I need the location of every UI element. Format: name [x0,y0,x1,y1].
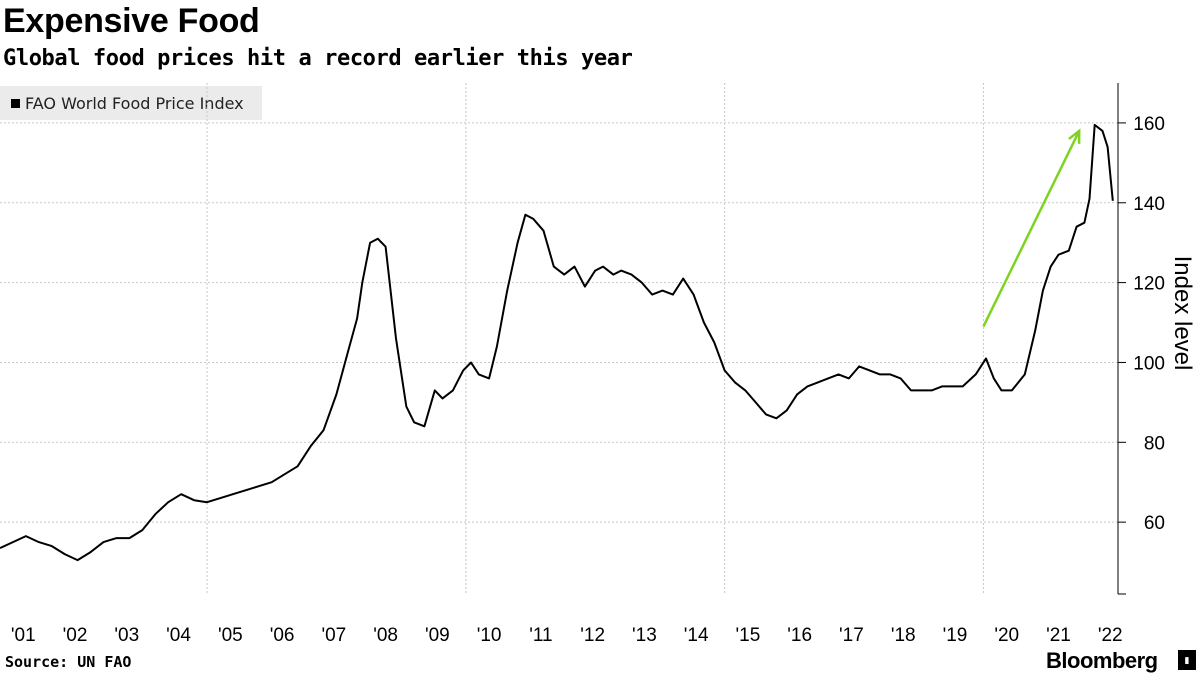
chart-subtitle: Global food prices hit a record earlier … [3,46,633,71]
x-tick-label: '12 [580,625,605,646]
legend-swatch [11,98,20,108]
x-tick-label: '22 [1098,625,1123,646]
gridlines [0,83,1118,594]
series-lines [0,123,1114,562]
x-tick-label: '09 [425,625,450,646]
source-note: Source: UN FAO [5,653,132,671]
legend-label: FAO World Food Price Index [25,93,244,113]
x-tick-label: '02 [63,625,88,646]
y-tick-label: 140 [1133,194,1165,215]
x-tick-label: '04 [166,625,191,646]
x-tick-label: '14 [684,625,709,646]
y-axis: 60 80 100 120 140 160 [1117,83,1165,595]
legend: FAO World Food Price Index [0,86,262,120]
x-tick-label: '20 [994,625,1019,646]
chart-title: Expensive Food [3,2,260,40]
x-tick-label: '18 [891,625,916,646]
x-tick-label: '17 [839,625,864,646]
x-tick-label: '19 [943,625,968,646]
x-tick-label: '15 [736,625,761,646]
brand-badge-icon: ▮ [1178,650,1196,670]
x-tick-label: '06 [270,625,295,646]
x-tick-label: '13 [632,625,657,646]
y-tick-label: 100 [1133,353,1165,374]
x-axis-labels: '01 '02 '03 '04 '05 '06 '07 '08 '09 '10 '11 '12 '13 '… [11,625,1123,646]
y-axis-label: Index level [1169,256,1196,371]
y-tick-label: 160 [1133,114,1165,135]
y-tick-label: 80 [1144,433,1165,454]
y-tick-label: 120 [1133,274,1165,295]
x-tick-label: '07 [321,625,346,646]
x-tick-label: '21 [1046,625,1071,646]
x-tick-label: '08 [373,625,398,646]
x-tick-label: '11 [529,625,552,646]
x-tick-label: '10 [477,625,502,646]
x-tick-label: '05 [218,625,243,646]
annotation-arrowhead [1068,128,1081,144]
x-tick-label: '01 [11,625,36,646]
annotation-arrow [982,130,1081,328]
series-line [0,123,1114,562]
y-tick-label: 60 [1144,513,1165,534]
annotations [982,128,1081,328]
x-tick-label: '03 [114,625,139,646]
brand-logo: Bloomberg [1046,648,1158,673]
x-tick-label: '16 [787,625,812,646]
